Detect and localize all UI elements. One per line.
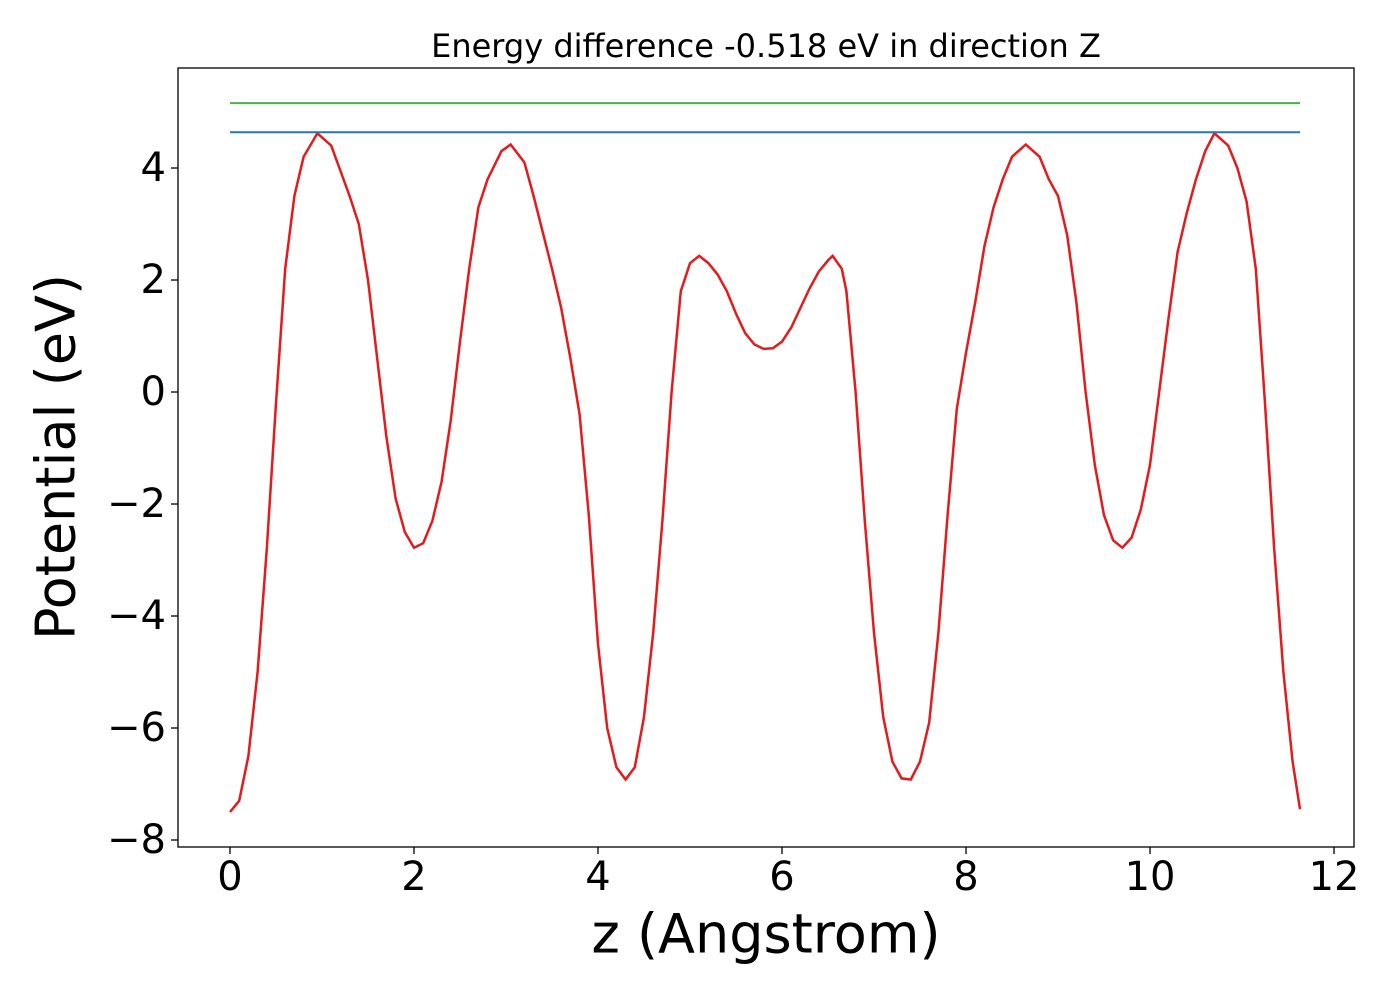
y-tick-label: 4 bbox=[141, 145, 166, 191]
x-tick-label: 12 bbox=[1309, 854, 1360, 900]
line bbox=[229, 131, 1302, 813]
y-axis-label: Potential (eV) bbox=[25, 274, 88, 640]
y-tick-label: 0 bbox=[141, 369, 166, 415]
y-tick-label: 2 bbox=[141, 257, 166, 303]
y-tick-label: −6 bbox=[107, 705, 166, 751]
x-tick-label: 0 bbox=[217, 854, 242, 900]
x-tick-label: 6 bbox=[769, 854, 794, 900]
y-tick-label: −8 bbox=[107, 817, 166, 863]
chart-title: Energy difference -0.518 eV in direction… bbox=[431, 27, 1101, 65]
x-tick-label: 4 bbox=[585, 854, 610, 900]
y-tick-label: −2 bbox=[107, 481, 166, 527]
x-axis-label: z (Angstrom) bbox=[591, 903, 940, 966]
y-tick-label: −4 bbox=[107, 593, 166, 639]
x-tick-label: 10 bbox=[1125, 854, 1176, 900]
plot-frame bbox=[177, 67, 1355, 848]
x-tick-label: 2 bbox=[401, 854, 426, 900]
x-tick-label: 8 bbox=[953, 854, 978, 900]
